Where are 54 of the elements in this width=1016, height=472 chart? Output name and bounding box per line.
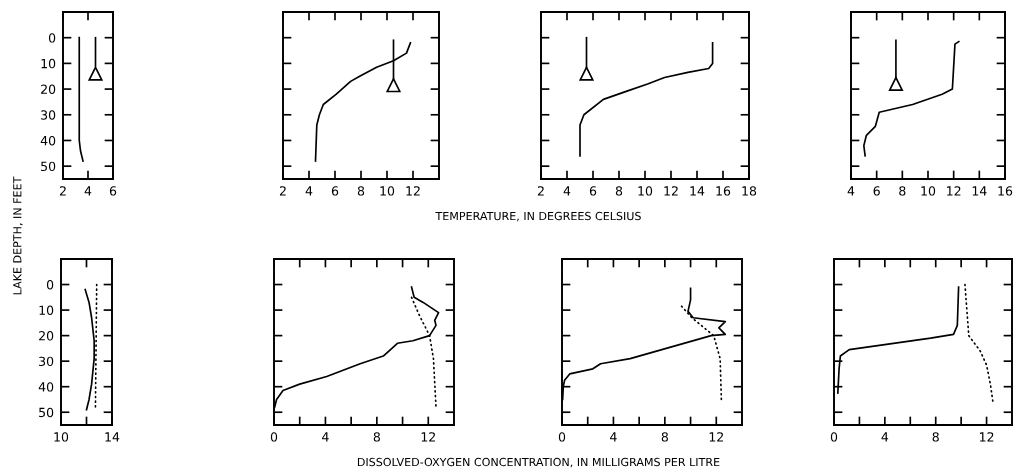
y-tick-label: 20: [39, 331, 54, 341]
x-axis-title: TEMPERATURE, IN DEGREES CELSIUS: [435, 211, 641, 222]
x-tick-label: 8: [932, 432, 939, 442]
x-tick-label: 4: [610, 432, 617, 442]
x-tick-label: 8: [357, 186, 365, 196]
x-tick-label: 8: [661, 432, 668, 442]
x-tick-label: 12: [979, 432, 994, 442]
x-tick-label: 12: [406, 186, 420, 196]
x-tick-label: 0: [270, 432, 278, 442]
x-tick-label: 6: [589, 186, 597, 196]
x-tick-label: 2: [279, 186, 286, 196]
x-tick-label: 4: [305, 186, 313, 196]
y-tick-label: 50: [41, 161, 56, 172]
x-tick-label: 2: [537, 186, 544, 196]
y-tick-label: 10: [39, 305, 54, 315]
x-tick-label: 4: [563, 186, 571, 196]
x-tick-label: 12: [947, 186, 961, 196]
x-tick-label: 8: [615, 186, 623, 196]
x-tick-label: 8: [373, 432, 380, 442]
y-tick-label: 40: [38, 382, 54, 392]
x-tick-label: 18: [742, 186, 757, 196]
y-axis-title: LAKE DEPTH, IN FEET: [13, 176, 23, 295]
x-tick-label: 0: [830, 432, 838, 442]
x-tick-label: 6: [331, 186, 339, 196]
x-tick-label: 10: [380, 186, 395, 196]
x-tick-label: 10: [921, 186, 936, 196]
x-tick-label: 16: [998, 186, 1013, 196]
x-tick-label: 14: [105, 432, 120, 442]
x-tick-label: 0: [558, 432, 566, 442]
y-tick-label: 30: [41, 110, 56, 120]
y-tick-label: 30: [39, 356, 54, 367]
x-tick-label: 4: [881, 432, 889, 442]
y-tick-label: 50: [39, 407, 54, 418]
x-tick-label: 4: [84, 186, 92, 196]
y-tick-label: 20: [41, 84, 56, 94]
y-tick-label: 0: [48, 33, 56, 43]
x-tick-label: 6: [873, 186, 880, 196]
y-tick-label: 40: [40, 135, 56, 146]
x-tick-label: 14: [690, 186, 705, 196]
x-tick-label: 6: [109, 186, 117, 196]
x-tick-label: 4: [322, 432, 329, 442]
x-tick-label: 10: [638, 186, 653, 196]
y-tick-label: 0: [46, 280, 54, 290]
x-axis-title: DISSOLVED-OXYGEN CONCENTRATION, IN MILLIGRAMS PER LITRE: [357, 457, 720, 468]
x-tick-label: 4: [847, 186, 855, 196]
x-tick-label: 12: [421, 432, 435, 442]
x-tick-label: 8: [899, 186, 906, 196]
x-tick-label: 2: [59, 186, 66, 196]
x-tick-label: 12: [664, 186, 678, 196]
x-tick-label: 14: [972, 186, 987, 196]
x-tick-label: 16: [716, 186, 731, 196]
x-tick-label: 12: [709, 432, 723, 442]
y-tick-label: 10: [41, 58, 56, 69]
x-tick-label: 10: [54, 432, 69, 442]
